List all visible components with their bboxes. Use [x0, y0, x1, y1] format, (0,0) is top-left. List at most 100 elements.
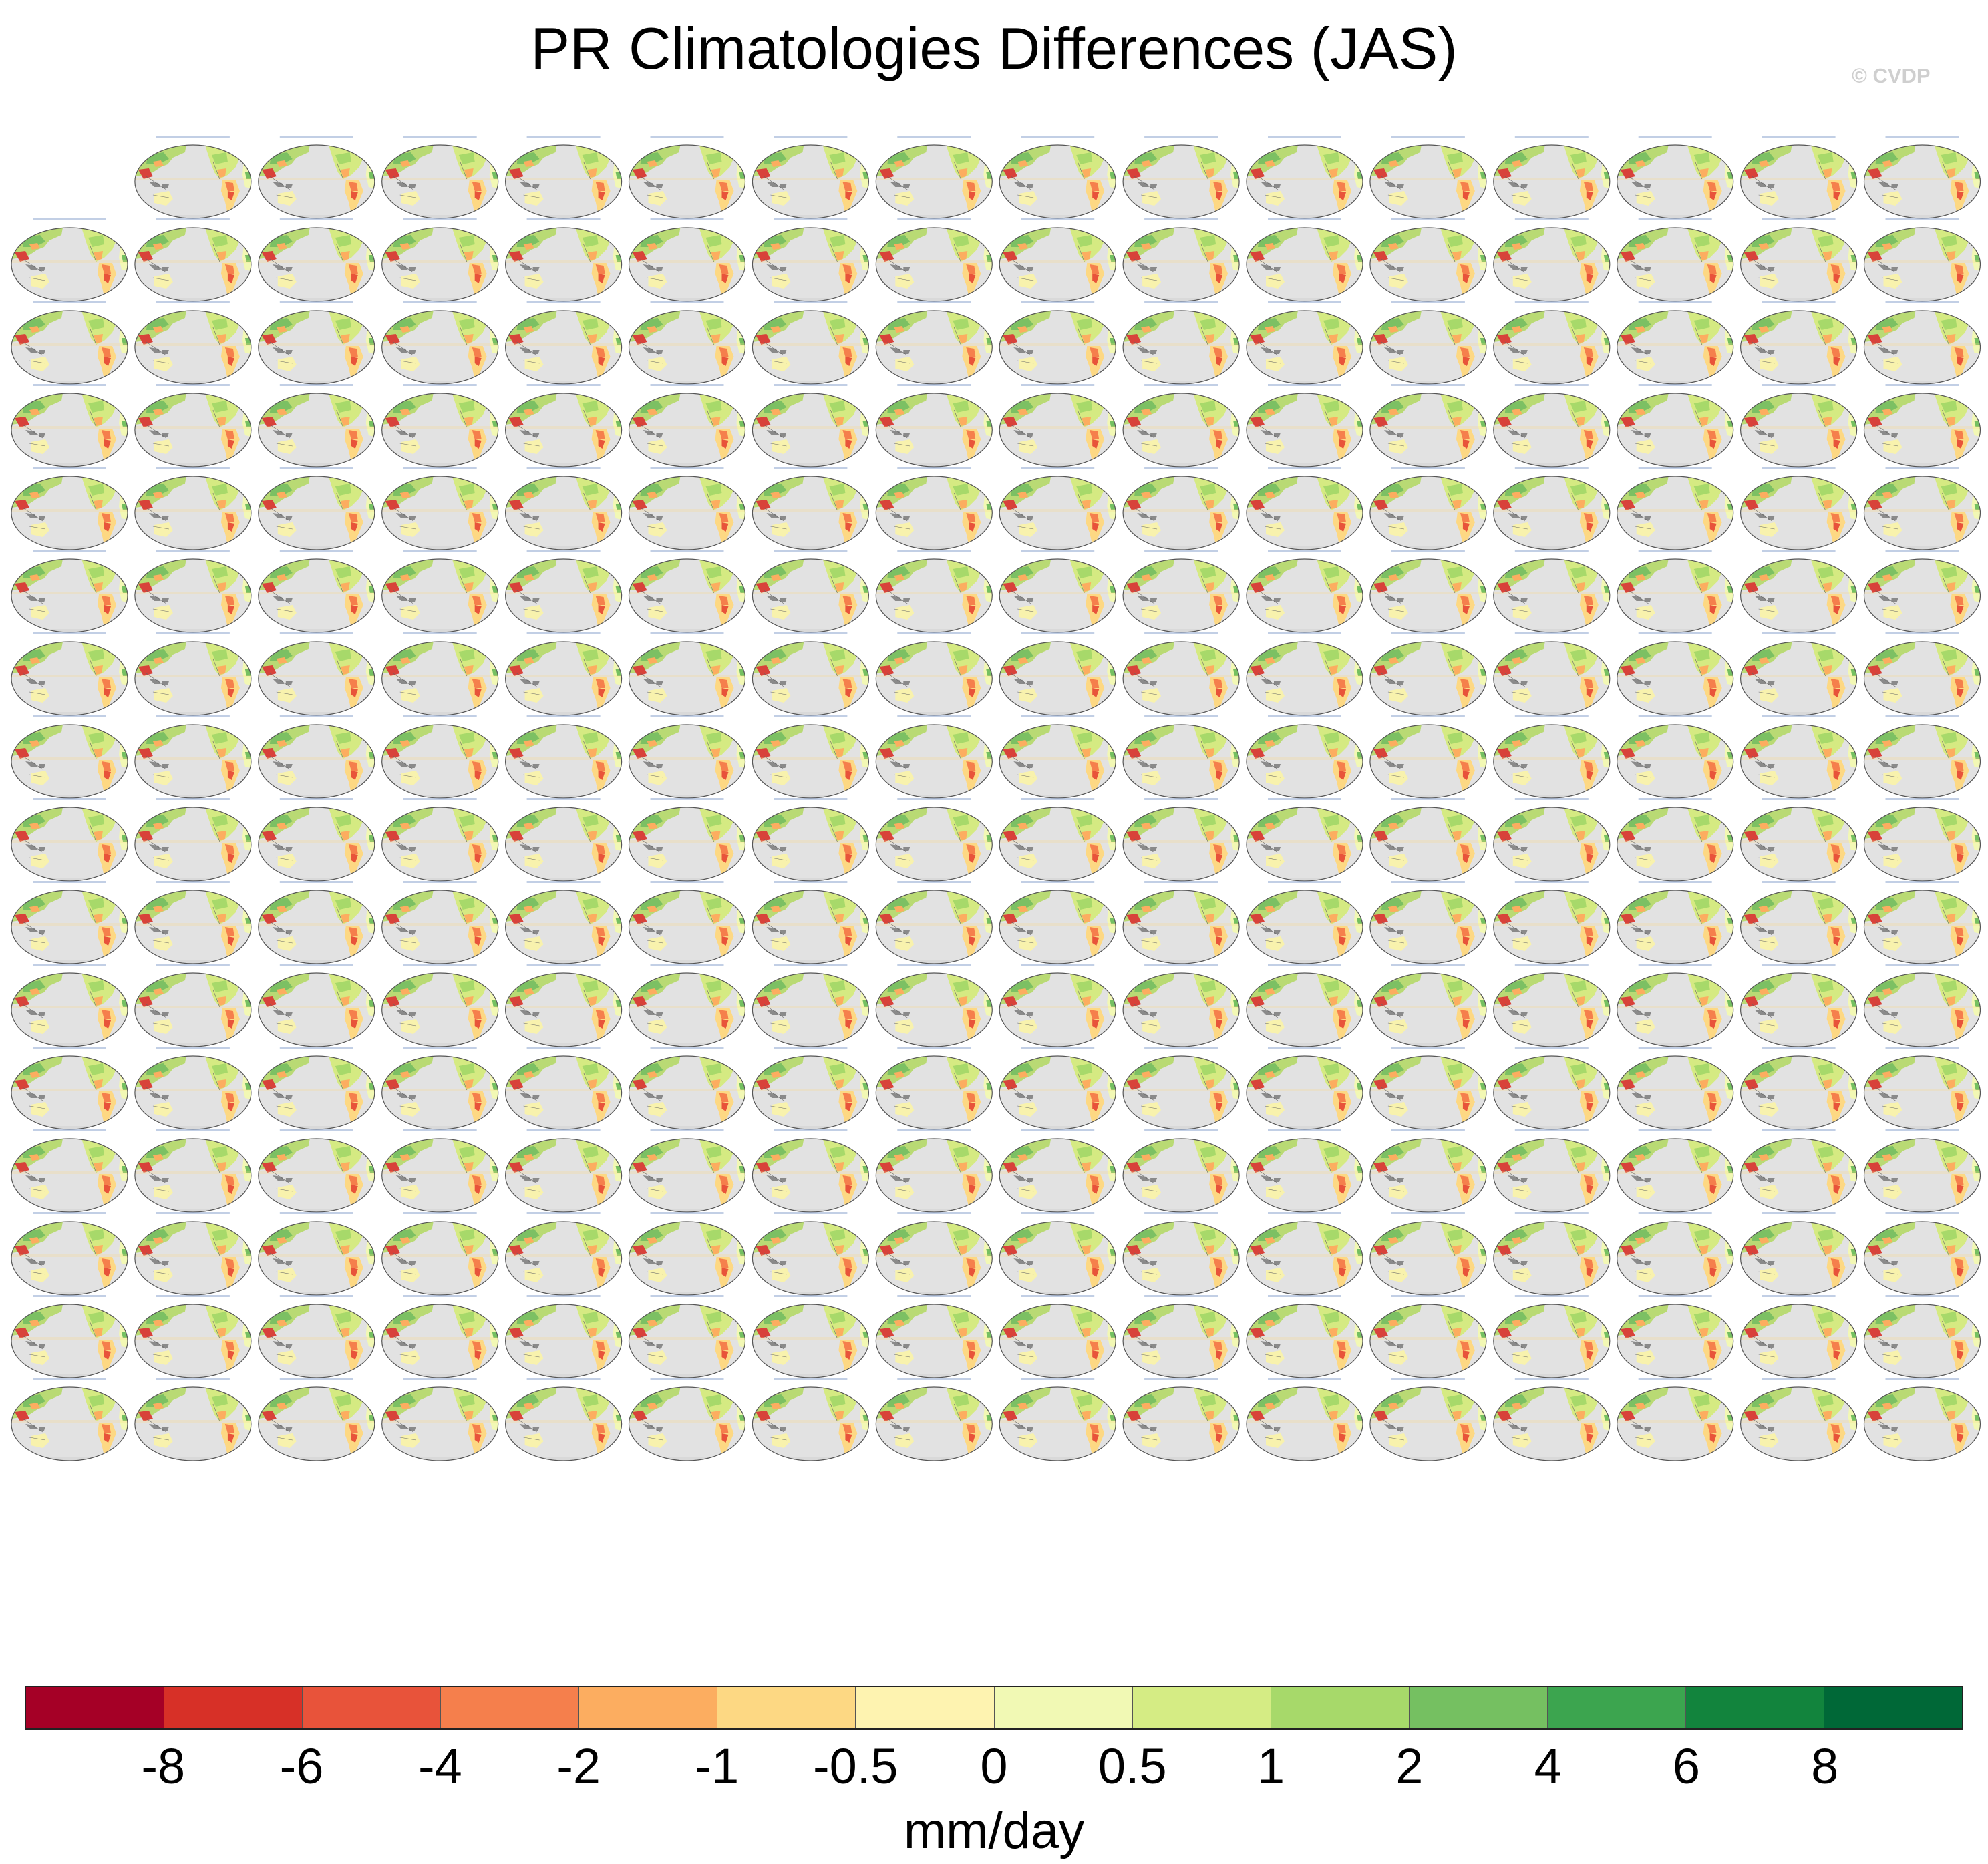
- panel-caption-mark: [1885, 136, 1959, 138]
- map-panel: [1247, 1222, 1363, 1295]
- map-panel: [629, 228, 746, 301]
- panel-caption-mark: [1021, 715, 1095, 717]
- colorbar-tick-label: -1: [695, 1738, 739, 1794]
- map-panel: [629, 393, 746, 467]
- map-panel: [1864, 228, 1981, 301]
- map-panel: [1864, 476, 1981, 550]
- panel-caption-mark: [1021, 136, 1095, 138]
- map-panel-grid: [0, 136, 1988, 1670]
- colorbar-segment: [1409, 1687, 1548, 1728]
- map-panel: [999, 311, 1116, 384]
- panel-caption-mark: [1268, 218, 1341, 220]
- map-panel: [629, 725, 746, 798]
- panel-caption-mark: [1638, 964, 1712, 966]
- map-panel: [382, 807, 498, 881]
- map-panel: [1864, 1222, 1981, 1295]
- map-panel: [506, 1056, 622, 1129]
- map-panel: [1617, 1387, 1733, 1461]
- panel-caption-mark: [1021, 1378, 1095, 1380]
- map-panel: [1370, 973, 1486, 1047]
- panel-caption-mark: [1268, 1212, 1341, 1214]
- map-panel: [506, 228, 622, 301]
- map-panel: [506, 476, 622, 550]
- panel-caption-mark: [156, 301, 230, 303]
- panel-caption-mark: [650, 715, 724, 717]
- panel-caption-mark: [279, 384, 353, 386]
- colorbar-tick-label: 1: [1257, 1738, 1285, 1794]
- panel-caption-mark: [897, 798, 971, 800]
- map-panel: [876, 228, 992, 301]
- map-panel: [1370, 1304, 1486, 1378]
- colorbar: [25, 1686, 1963, 1730]
- panel-caption-mark: [774, 881, 848, 883]
- panel-caption-mark: [1144, 964, 1218, 966]
- panel-caption-mark: [526, 881, 601, 883]
- panel-caption-mark: [279, 301, 353, 303]
- panel-caption-mark: [279, 550, 353, 552]
- map-panel: [1741, 890, 1857, 964]
- map-panel: [506, 642, 622, 715]
- panel-caption-mark: [1144, 715, 1218, 717]
- map-panel: [382, 1056, 498, 1129]
- map-panel: [629, 1056, 746, 1129]
- panel-caption-mark: [1762, 798, 1836, 800]
- colorbar-tick-label: 6: [1672, 1738, 1700, 1794]
- panel-caption-mark: [279, 1129, 353, 1131]
- map-panel: [259, 973, 375, 1047]
- panel-caption-mark: [1021, 632, 1095, 634]
- panel-caption-mark: [1762, 1378, 1836, 1380]
- panel-caption-mark: [1762, 550, 1836, 552]
- panel-caption-mark: [156, 798, 230, 800]
- panel-caption-mark: [279, 1378, 353, 1380]
- map-panel: [1617, 559, 1733, 632]
- map-panel: [999, 228, 1116, 301]
- map-panel: [135, 1387, 251, 1461]
- map-panel: [876, 807, 992, 881]
- panel-caption-mark: [1514, 1212, 1589, 1214]
- map-panel: [999, 890, 1116, 964]
- map-panel: [259, 1139, 375, 1212]
- map-panel: [259, 393, 375, 467]
- map-panel: [11, 807, 128, 881]
- map-panel: [135, 311, 251, 384]
- colorbar-segment: [1271, 1687, 1410, 1728]
- panel-caption-mark: [403, 632, 477, 634]
- map-panel: [506, 1139, 622, 1212]
- map-panel: [1370, 145, 1486, 218]
- map-panel: [135, 1304, 251, 1378]
- panel-caption-mark: [33, 1295, 106, 1297]
- map-panel: [1123, 642, 1239, 715]
- panel-caption-mark: [1391, 218, 1465, 220]
- panel-caption-mark: [1885, 715, 1959, 717]
- map-panel: [11, 311, 128, 384]
- map-panel: [752, 725, 868, 798]
- colorbar-tick-label: -0.5: [812, 1738, 898, 1794]
- map-panel: [1741, 476, 1857, 550]
- panel-caption-mark: [33, 550, 106, 552]
- panel-caption-mark: [1885, 1295, 1959, 1297]
- panel-caption-mark: [1762, 964, 1836, 966]
- map-panel: [259, 725, 375, 798]
- map-panel: [11, 890, 128, 964]
- map-panel: [382, 1387, 498, 1461]
- panel-caption-mark: [1144, 136, 1218, 138]
- map-panel: [876, 973, 992, 1047]
- panel-caption-mark: [33, 1129, 106, 1131]
- panel-caption-mark: [1268, 632, 1341, 634]
- panel-caption-mark: [403, 136, 477, 138]
- map-panel: [135, 476, 251, 550]
- colorbar-tick-label: 8: [1811, 1738, 1839, 1794]
- map-panel: [135, 1056, 251, 1129]
- map-panel: [752, 228, 868, 301]
- map-panel: [259, 642, 375, 715]
- panel-caption-mark: [650, 881, 724, 883]
- panel-caption-mark: [1391, 384, 1465, 386]
- panel-caption-mark: [774, 1295, 848, 1297]
- panel-caption-mark: [650, 1129, 724, 1131]
- map-panel: [752, 890, 868, 964]
- panel-caption-mark: [1885, 964, 1959, 966]
- map-panel: [1123, 1056, 1239, 1129]
- map-panel: [1494, 311, 1610, 384]
- colorbar-segment: [303, 1687, 442, 1728]
- panel-caption-mark: [897, 632, 971, 634]
